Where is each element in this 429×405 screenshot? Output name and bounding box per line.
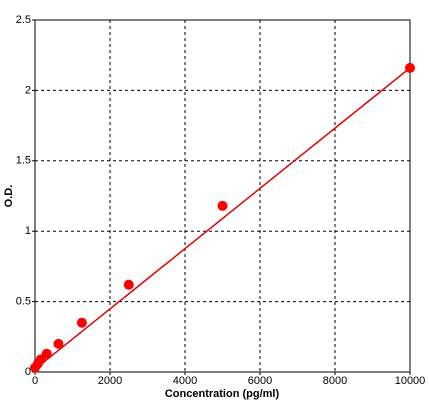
x-tick-label: 2000 — [98, 375, 122, 387]
y-tick-label: 2.5 — [16, 14, 31, 26]
y-tick-label: 2 — [25, 84, 31, 96]
y-tick-label: 0 — [25, 366, 31, 378]
y-tick-label: 1 — [25, 225, 31, 237]
data-point — [41, 348, 52, 359]
data-point — [76, 317, 87, 328]
y-tick-label: 0.5 — [16, 296, 31, 308]
x-tick-label: 0 — [32, 375, 38, 387]
x-tick-label: 6000 — [248, 375, 272, 387]
x-tick-label: 10000 — [395, 375, 426, 387]
data-point — [217, 200, 228, 211]
plot-frame — [34, 19, 411, 373]
data-point — [405, 62, 415, 73]
x-tick-label: 4000 — [173, 375, 197, 387]
data-point — [123, 279, 134, 290]
y-axis-label: O.D. — [3, 185, 15, 208]
x-axis-label: Concentration (pg/ml) — [165, 388, 280, 400]
fit-line — [34, 67, 411, 370]
data-point — [53, 338, 64, 349]
y-tick-label: 1.5 — [16, 155, 31, 167]
x-tick-label: 8000 — [323, 375, 347, 387]
